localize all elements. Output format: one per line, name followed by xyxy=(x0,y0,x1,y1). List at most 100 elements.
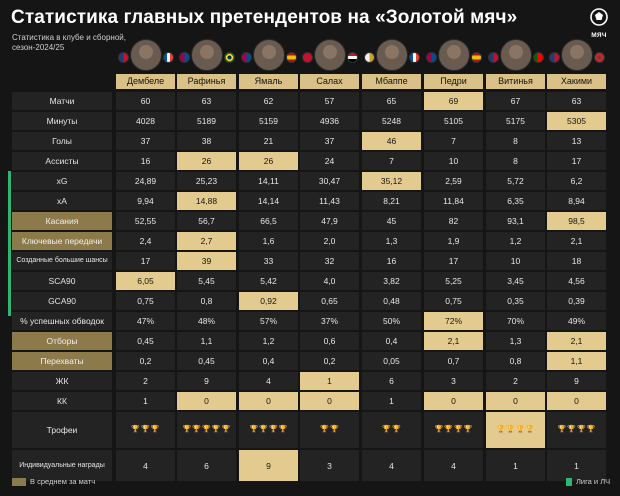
stat-cell: 4 xyxy=(424,450,483,481)
france-flag xyxy=(163,52,174,63)
stat-cell: 62 xyxy=(239,92,298,110)
stat-cell: 11,43 xyxy=(300,192,359,210)
stat-cell: 8 xyxy=(486,152,545,170)
stat-cell: 25,23 xyxy=(177,172,236,190)
egypt-flag xyxy=(347,52,358,63)
player-photo xyxy=(362,39,422,71)
trophy-icon: 🏆 xyxy=(192,426,202,433)
stat-cell: 0,65 xyxy=(300,292,359,310)
stat-cell: 3,45 xyxy=(486,272,545,290)
row-label: % успешных обводок xyxy=(12,312,112,330)
stat-cell: 1,9 xyxy=(424,232,483,250)
stat-cell: 0,45 xyxy=(177,352,236,370)
stat-cell: 2,1 xyxy=(424,332,483,350)
stat-cell: 63 xyxy=(177,92,236,110)
row-label: GCA90 xyxy=(12,292,112,310)
stat-cell: 9 xyxy=(239,450,298,481)
stat-cell: 2,4 xyxy=(116,232,175,250)
stat-cell: 0,35 xyxy=(486,292,545,310)
player-photo xyxy=(116,39,176,71)
stat-cell: 5,45 xyxy=(177,272,236,290)
stat-cell: 1,2 xyxy=(239,332,298,350)
stat-cell: 57% xyxy=(239,312,298,330)
stat-cell: 0,8 xyxy=(486,352,545,370)
player-name-header: Дембеле xyxy=(116,74,175,89)
stat-cell: 14,14 xyxy=(239,192,298,210)
stat-cell: 14,88 xyxy=(177,192,236,210)
stat-cell: 9 xyxy=(547,372,606,390)
liverpool-badge xyxy=(302,52,313,63)
trophy-icon: 🏆 xyxy=(434,426,444,433)
stat-cell: 57 xyxy=(300,92,359,110)
spain-flag xyxy=(471,52,482,63)
stat-cell: 0 xyxy=(486,392,545,410)
stat-cell: 10 xyxy=(424,152,483,170)
stat-cell: 17 xyxy=(547,152,606,170)
stat-cell: 9 xyxy=(177,372,236,390)
stat-cell: 🏆 🏆 🏆 🏆 xyxy=(547,412,606,448)
stat-cell: 45 xyxy=(362,212,421,230)
brazil-flag xyxy=(224,52,235,63)
stat-cell: 0,75 xyxy=(116,292,175,310)
trophy-icon: 🏆 xyxy=(211,426,221,433)
barcelona-badge xyxy=(241,52,252,63)
spain-flag xyxy=(286,52,297,63)
ball-icon xyxy=(590,8,608,26)
stat-cell: 1 xyxy=(362,392,421,410)
stat-cell: 0,4 xyxy=(239,352,298,370)
stat-cell: 11,84 xyxy=(424,192,483,210)
stat-cell: 0,2 xyxy=(116,352,175,370)
stat-cell: 5105 xyxy=(424,112,483,130)
stat-cell: 🏆 🏆 🏆 🏆 xyxy=(486,412,545,448)
stat-cell: 6,2 xyxy=(547,172,606,190)
psg-badge xyxy=(549,52,560,63)
stat-cell: 4,0 xyxy=(300,272,359,290)
trophy-icon: 🏆 xyxy=(586,426,596,433)
stat-cell: 1,3 xyxy=(362,232,421,250)
stat-cell: 4 xyxy=(116,450,175,481)
stat-cell: 60 xyxy=(116,92,175,110)
stat-cell: 5189 xyxy=(177,112,236,130)
stat-cell: 16 xyxy=(116,152,175,170)
stat-cell: 82 xyxy=(424,212,483,230)
stat-cell: 33 xyxy=(239,252,298,270)
stat-cell: 10 xyxy=(486,252,545,270)
row-label: Созданные большие шансы xyxy=(12,252,112,270)
trophy-icon: 🏆 xyxy=(259,426,268,433)
row-label: Ключевые передачи xyxy=(12,232,112,250)
logo-text: МЯЧ xyxy=(591,32,607,39)
player-avatar xyxy=(130,39,162,71)
legend-per90-label: В среднем за матч xyxy=(30,477,96,486)
stat-cell: 🏆 🏆 xyxy=(300,412,359,448)
trophy-icon: 🏆 xyxy=(131,426,141,433)
stat-cell: 4,56 xyxy=(547,272,606,290)
stat-cell: 26 xyxy=(177,152,236,170)
player-avatar xyxy=(314,39,346,71)
row-label: SCA90 xyxy=(12,272,112,290)
player-photo xyxy=(239,39,299,71)
row-label: xA xyxy=(12,192,112,210)
stat-cell: 2 xyxy=(116,372,175,390)
trophy-icon: 🏆 xyxy=(202,426,211,433)
stat-cell: 49% xyxy=(547,312,606,330)
trophy-icon: 🏆 xyxy=(320,426,329,433)
row-label: Касания xyxy=(12,212,112,230)
stat-cell: 🏆 🏆 🏆 xyxy=(116,412,175,448)
stat-cell: 0 xyxy=(177,392,236,410)
stat-cell: 3 xyxy=(300,450,359,481)
stat-cell: 2,7 xyxy=(177,232,236,250)
row-label: Голы xyxy=(12,132,112,150)
stat-cell: 8 xyxy=(486,132,545,150)
stat-cell: 6 xyxy=(362,372,421,390)
row-label: Матчи xyxy=(12,92,112,110)
stat-cell: 1 xyxy=(300,372,359,390)
player-name-header: Ямаль xyxy=(239,74,298,89)
stat-cell: 38 xyxy=(177,132,236,150)
stat-cell: 5159 xyxy=(239,112,298,130)
stat-cell: 24 xyxy=(300,152,359,170)
stat-cell: 1,6 xyxy=(239,232,298,250)
trophy-icon: 🏆 xyxy=(249,426,259,433)
stat-cell: 0 xyxy=(424,392,483,410)
stat-cell: 0,2 xyxy=(300,352,359,370)
row-label: Трофеи xyxy=(12,412,112,448)
